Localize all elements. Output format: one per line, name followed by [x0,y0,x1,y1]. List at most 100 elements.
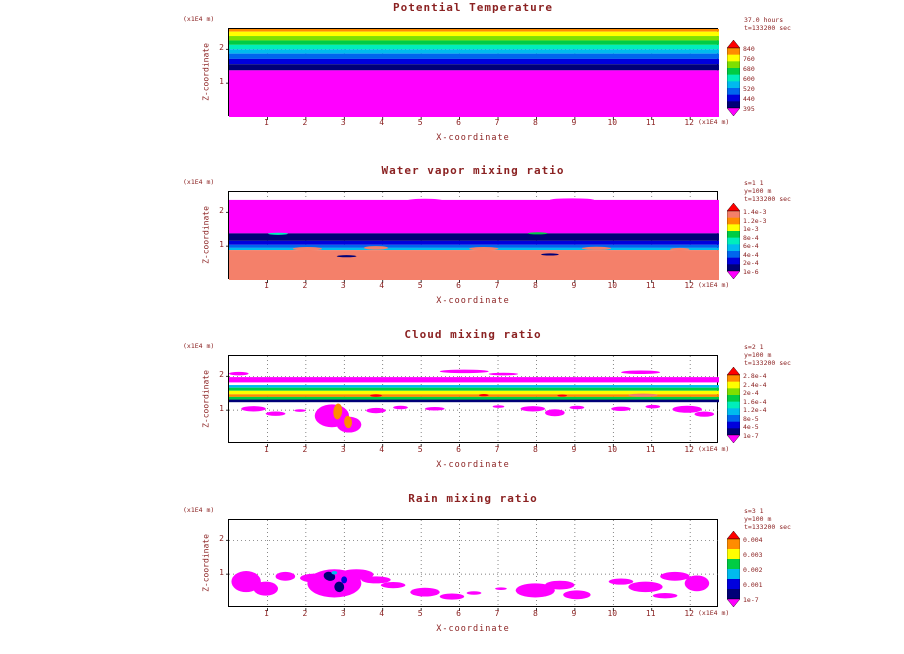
y-axis-label: Z-coordinate [201,370,211,428]
x-axis-label: X-coordinate [436,133,510,143]
colorbar-label: 600 [743,75,755,83]
colorbar [726,39,741,120]
colorbar-label: 0.004 [743,536,763,544]
panel-potential-temperature: Potential Temperature (x1E4 m) Z-coordin… [0,0,904,163]
colorbar-top-arrow [726,530,741,540]
panel-title: Potential Temperature [392,1,554,14]
colorbar-label: 4e-4 [743,250,759,259]
x-tick-label: 11 [645,445,656,454]
x-tick-label: 6 [456,609,461,618]
panel-water-vapor-mixing-ratio: Water vapor mixing ratio (x1E4 m) Z-coor… [0,163,904,326]
colorbar-bottom-arrow [726,434,741,444]
x-tick-label: 8 [533,445,538,454]
axis-ticks [226,48,691,120]
colorbar-label: 1.4e-3 [743,208,767,216]
colorbar-segment [727,81,740,89]
colorbar-label: 395 [743,105,755,113]
x-tick-label: 9 [571,281,577,290]
x-tick-label: 10 [607,281,618,290]
colorbar-label: 440 [743,95,755,103]
panel-title: Cloud mixing ratio [404,328,542,341]
y-tick-label: 2 [219,370,224,380]
colorbar-bottom-arrow [726,270,741,280]
plot-area [226,519,719,611]
annotation-line: s=2 1 [744,343,764,351]
y-tick-label: 2 [219,534,224,544]
panel-rain-mixing-ratio: Rain mixing ratio (x1E4 m) Z-coordinate … [0,491,904,654]
x-axis-unit-label: (x1E4 m) [698,118,730,126]
x-tick-label: 1 [264,118,269,127]
x-tick-label: 4 [379,118,385,127]
x-tick-label: 11 [645,281,656,290]
colorbar-label: 1.6e-4 [743,397,767,406]
x-axis-unit-label: (x1E4 m) [698,281,730,289]
contour-fill [231,569,710,600]
colorbar-segment [727,211,740,218]
contour-fill [229,369,719,433]
colorbar-label: 0.002 [743,566,763,574]
plot-area [226,355,719,447]
plot-area [226,191,719,283]
x-axis-unit-label: (x1E4 m) [698,609,730,617]
colorbar-label: 760 [743,55,755,63]
y-tick-label: 2 [219,206,224,216]
colorbar-segment [727,539,740,550]
colorbar-label: 680 [743,65,755,73]
colorbar-label: 8e-5 [743,414,759,423]
colorbar-label: 1.2e-4 [743,406,767,415]
x-tick-label: 2 [302,118,308,127]
x-tick-label: 11 [645,609,656,618]
annotation-line: t=133200 sec [744,523,791,531]
x-tick-label: 4 [379,609,385,618]
colorbar [726,530,741,611]
colorbar-segment [727,237,740,245]
x-axis-label: X-coordinate [436,460,510,470]
colorbar-segment [727,68,740,75]
colorbar-label: 1e-7 [743,596,759,604]
y-axis-unit-label: (x1E4 m) [183,15,215,23]
x-tick-label: 4 [379,281,385,290]
plot-annotation: 37.0 hours t=133200 sec [744,16,791,32]
colorbar-segment [727,579,740,590]
colorbar-segment [727,94,740,102]
x-tick-label: 10 [607,609,618,618]
colorbar-label: 4e-5 [743,423,759,432]
contour-fill [229,198,719,280]
x-tick-label: 8 [533,118,538,127]
y-tick-label: 1 [219,240,224,250]
x-tick-label: 10 [607,445,618,454]
annotation-line: y=100 m [744,187,772,195]
x-tick-label: 2 [302,609,308,618]
y-tick-label: 2 [219,43,224,53]
colorbar-segment [727,408,740,416]
annotation-line: s=3 1 [744,507,764,515]
x-tick-label: 8 [533,281,538,290]
x-tick-label: 6 [456,118,461,127]
colorbar-segment [727,217,740,225]
y-axis-unit-label: (x1E4 m) [183,506,215,514]
grid [229,520,719,608]
annotation-line: t=133200 sec [744,359,791,367]
axis-ticks [226,211,691,283]
x-tick-label: 8 [533,609,538,618]
panel-cloud-mixing-ratio: Cloud mixing ratio (x1E4 m) Z-coordinate… [0,327,904,490]
colorbar-label: 6e-4 [743,242,759,251]
colorbar [726,366,741,447]
x-tick-label: 5 [417,118,423,127]
x-tick-label: 12 [684,118,694,127]
x-tick-label: 12 [684,281,694,290]
x-tick-label: 9 [571,445,577,454]
annotation-line: t=133200 sec [744,195,791,203]
annotation-line: y=100 m [744,351,772,359]
colorbar-label: 1e-6 [743,268,759,276]
colorbar-segment [727,61,740,69]
colorbar-top-arrow [726,39,741,49]
x-tick-label: 4 [379,445,385,454]
plot-area [226,28,719,120]
colorbar-segment [727,415,740,422]
colorbar-segment [727,88,740,95]
colorbar-label: 1.2e-3 [743,216,767,225]
colorbar-label: 0.003 [743,551,763,559]
colorbar-segment [727,231,740,238]
x-tick-label: 1 [264,445,269,454]
